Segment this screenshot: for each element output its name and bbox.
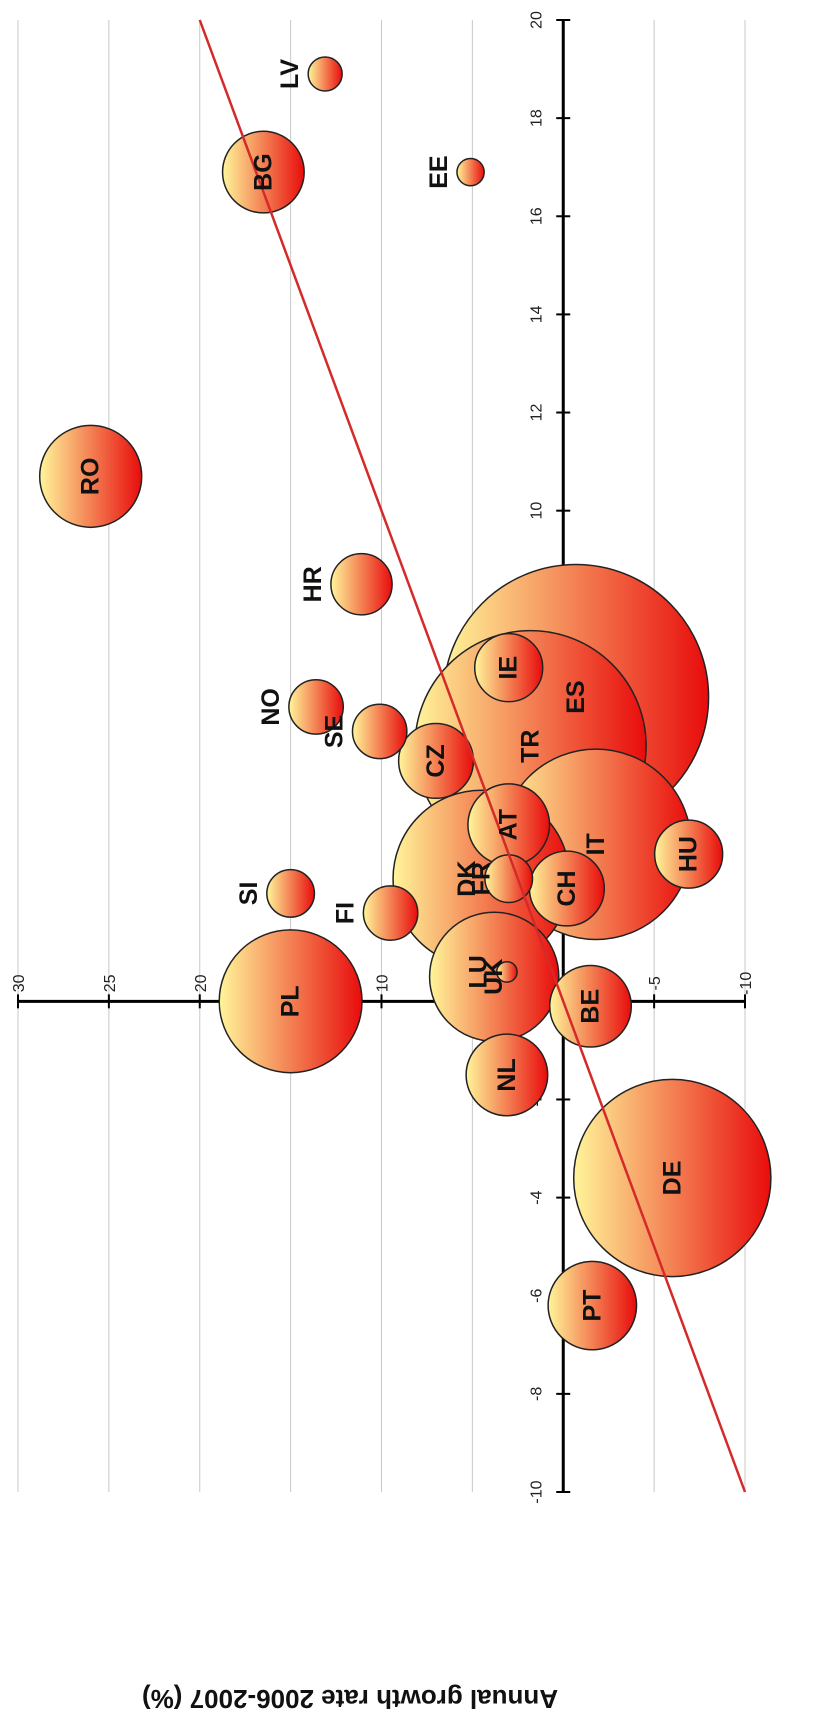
bubble-label-ee: EE <box>425 155 453 188</box>
bubble-label-ie: IE <box>495 656 523 680</box>
bubble-label-uk: UK <box>480 959 508 995</box>
x-tick-label: -4 <box>528 1190 545 1204</box>
x-tick-label: 12 <box>528 404 545 422</box>
bubble-label-pt: PT <box>578 1290 606 1322</box>
bubble-fi <box>362 885 419 941</box>
bubble-lv <box>307 56 343 92</box>
bubble-ee <box>456 157 485 187</box>
bubble-label-de: DE <box>658 1161 686 1196</box>
y-tick-label: 25 <box>102 974 119 992</box>
bubble-label-lu: LU <box>465 955 493 988</box>
y-tick-label: 20 <box>193 974 210 992</box>
bubble-label-at: AT <box>495 809 523 840</box>
bubble-label-no: NO <box>257 688 285 726</box>
bubbles <box>38 56 772 1351</box>
x-tick-label: 14 <box>528 305 545 323</box>
bubble-label-fr: FR <box>467 862 495 895</box>
x-tick-label: 20 <box>528 11 545 29</box>
bubble-hr <box>330 552 393 616</box>
x-tick-label: -8 <box>528 1387 545 1401</box>
x-tick-label: 16 <box>528 207 545 225</box>
bubble-label-lv: LV <box>276 59 304 89</box>
bubble-label-se: SE <box>320 715 348 748</box>
x-tick-label: -6 <box>528 1289 545 1303</box>
bubble-label-si: SI <box>235 882 263 906</box>
bubble-de <box>572 1078 772 1278</box>
bubble-bg <box>221 130 305 214</box>
x-tick-label: 10 <box>528 502 545 520</box>
y-tick-label: -5 <box>647 976 664 990</box>
bubble-label-it: IT <box>582 833 610 855</box>
bubble-lu <box>495 960 518 983</box>
x-tick-label: -10 <box>528 1480 545 1503</box>
bubble-label-be: BE <box>577 989 605 1024</box>
bubble-label-fi: FI <box>331 902 359 924</box>
bubble-ie <box>473 632 544 703</box>
bubble-label-hu: HU <box>675 836 703 872</box>
bubble-nl <box>465 1033 549 1117</box>
bubble-label-es: ES <box>562 680 590 713</box>
bubble-hu <box>653 819 724 889</box>
bubble-pl <box>218 929 363 1074</box>
bubble-si <box>266 868 316 918</box>
y-tick-label: 30 <box>11 974 28 992</box>
bubble-se <box>351 703 408 760</box>
trend-line <box>198 19 747 1493</box>
bubble-label-cz: CZ <box>422 744 450 777</box>
bubble-be <box>548 964 633 1048</box>
bubble-label-ch: CH <box>553 870 581 906</box>
bubble-label-nl: NL <box>493 1058 521 1091</box>
bubble-label-tr: TR <box>517 730 545 763</box>
bubble-no <box>288 678 345 735</box>
y-axis-ticks: -10-5051015202530 <box>11 972 755 1009</box>
bubble-label-hr: HR <box>299 566 327 602</box>
y-tick-label: 10 <box>375 974 392 992</box>
bubble-ro <box>38 424 143 529</box>
x-tick-label: 18 <box>528 109 545 127</box>
y-tick-label: -10 <box>738 972 755 995</box>
y-axis-title: Annual growth rate 2006-2007 (%) <box>142 1684 558 1713</box>
bubble-label-pl: PL <box>277 985 305 1017</box>
bubble-label-dk: DK <box>453 861 481 897</box>
bubble-pt <box>547 1260 638 1351</box>
bubble-label-ro: RO <box>77 458 105 496</box>
bubble-label-bg: BG <box>249 153 277 191</box>
